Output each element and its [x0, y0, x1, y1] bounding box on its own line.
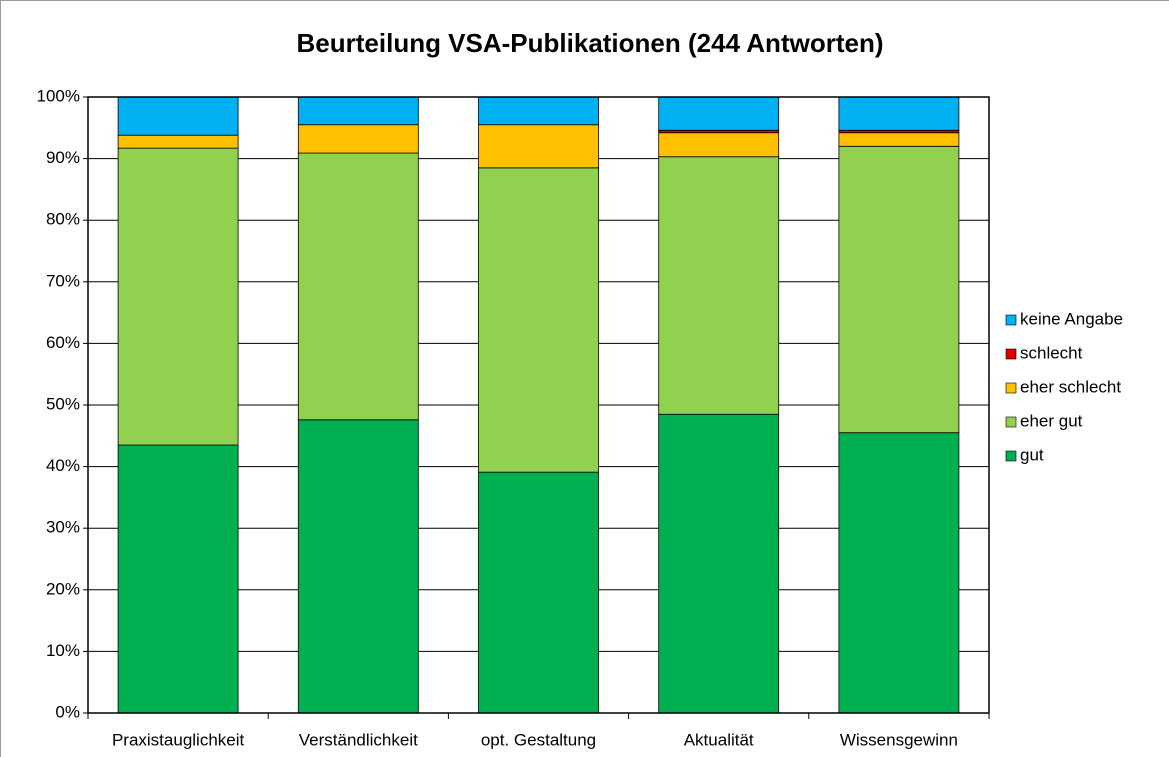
bar-segment: [658, 132, 780, 158]
y-tick-label: 0%: [55, 702, 80, 721]
x-tick-label: Praxistauglichkeit: [112, 730, 245, 749]
legend-label: schlecht: [1020, 343, 1083, 362]
bar-segment: [117, 134, 239, 149]
y-tick-label: 80%: [46, 210, 80, 229]
bar-segment: [478, 124, 599, 169]
bar-segment: [478, 96, 599, 126]
bar-segment: [297, 96, 419, 126]
legend-swatch: [1005, 416, 1017, 428]
legend-swatch: [1005, 450, 1017, 462]
bar-segment: [117, 96, 239, 136]
chart-title: Beurteilung VSA-Publikationen (244 Antwo…: [297, 28, 884, 58]
legend-swatch: [1005, 382, 1017, 394]
y-tick-label: 100%: [37, 86, 80, 105]
bar-segment: [838, 145, 960, 434]
bar-segment: [658, 96, 780, 131]
y-tick-label: 60%: [46, 333, 80, 352]
y-tick-label: 70%: [46, 271, 80, 290]
y-tick-label: 10%: [46, 641, 80, 660]
x-tick-label: Verständlichkeit: [299, 730, 418, 749]
bar-segment: [478, 167, 599, 473]
legend-label: gut: [1020, 445, 1044, 464]
legend-swatch: [1005, 348, 1017, 360]
x-tick-label: Wissensgewinn: [840, 730, 958, 749]
legend-label: eher gut: [1020, 411, 1083, 430]
bar-segment: [658, 156, 780, 415]
y-tick-label: 30%: [46, 518, 80, 537]
x-tick-label: Aktualität: [684, 730, 754, 749]
bar-segment: [117, 444, 239, 714]
bar-segment: [297, 419, 419, 714]
plot-border: [87, 96, 990, 714]
legend-label: keine Angabe: [1020, 309, 1123, 328]
bar-segment: [838, 96, 960, 131]
bar-segment: [478, 471, 599, 714]
x-tick-label: opt. Gestaltung: [481, 730, 596, 749]
bar-segment: [838, 132, 960, 147]
y-tick-label: 50%: [46, 394, 80, 413]
bar-segment: [117, 147, 239, 446]
y-tick-label: 20%: [46, 579, 80, 598]
bar-segment: [658, 413, 780, 714]
legend-label: eher schlecht: [1020, 377, 1121, 396]
y-tick-label: 40%: [46, 456, 80, 475]
bar-segment: [297, 152, 419, 421]
y-tick-label: 90%: [46, 148, 80, 167]
bar-segment: [297, 124, 419, 154]
legend-swatch: [1005, 314, 1017, 326]
bar-segment: [838, 432, 960, 714]
